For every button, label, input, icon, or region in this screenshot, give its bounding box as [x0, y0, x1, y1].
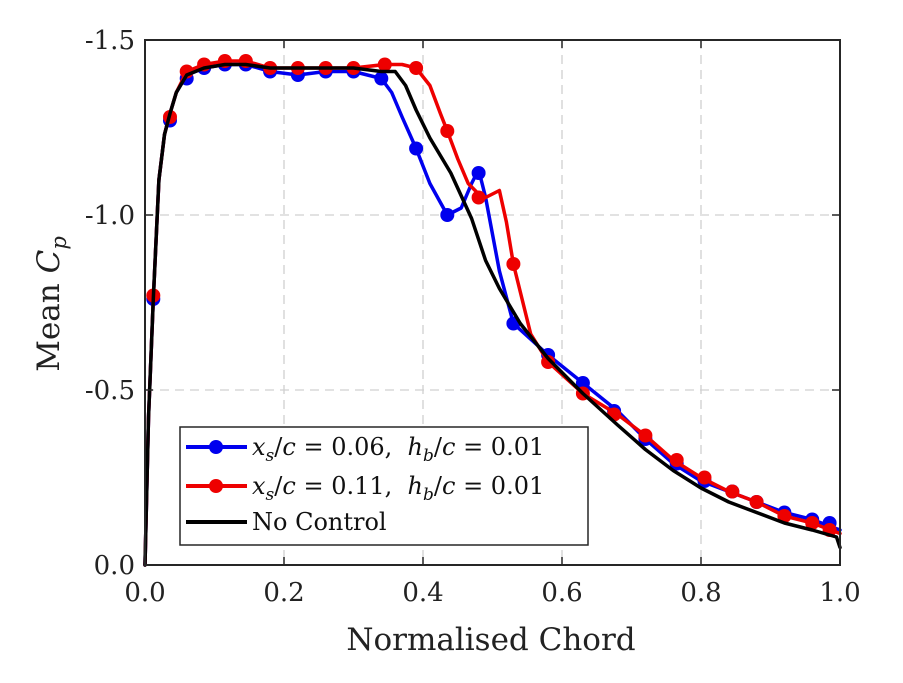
y-axis-label: Mean Cp — [31, 236, 71, 372]
x-tick-label: 1.0 — [819, 578, 860, 608]
x-tick-label: 0.4 — [402, 578, 443, 608]
legend: xs/c = 0.06, hb/c = 0.01 xs/c = 0.11, hb… — [179, 426, 589, 546]
data-point — [374, 71, 389, 86]
series-3 — [143, 62, 842, 567]
data-point — [506, 257, 521, 271]
data-point — [669, 453, 684, 467]
plot-frame — [144, 39, 841, 566]
y-tick-label: -1.5 — [85, 26, 135, 56]
y-tick-label: -1.0 — [85, 201, 135, 231]
x-tick-label: 0.0 — [124, 578, 165, 608]
y-tick-label: -0.5 — [85, 376, 135, 406]
data-point — [409, 141, 424, 156]
y-tick-label: 0.0 — [94, 551, 135, 581]
data-point — [805, 516, 820, 530]
data-point — [471, 166, 486, 180]
x-tick-label: 0.6 — [541, 578, 582, 608]
series-layer — [143, 54, 842, 567]
legend-label-series-1: xs/c = 0.06, hb/c = 0.01 — [252, 433, 544, 466]
data-point — [777, 509, 792, 523]
x-axis-label: Normalised Chord — [346, 622, 635, 658]
data-point — [749, 495, 764, 509]
y-tick-labels: 0.0 -0.5 -1.0 -1.5 — [85, 26, 135, 581]
data-point — [440, 124, 455, 138]
data-point — [377, 57, 392, 72]
x-tick-labels: 0.0 0.2 0.4 0.6 0.8 1.0 — [124, 578, 860, 608]
data-point — [697, 470, 712, 485]
data-point — [638, 428, 653, 443]
legend-label-series-3: No Control — [252, 508, 387, 536]
data-point — [471, 190, 486, 205]
legend-marker-series-1 — [209, 440, 223, 454]
legend-label-series-2: xs/c = 0.11, hb/c = 0.01 — [252, 472, 544, 505]
series-line-3 — [143, 62, 842, 567]
x-tick-label: 0.8 — [680, 578, 721, 608]
legend-marker-series-2 — [209, 479, 223, 493]
data-point — [440, 208, 455, 222]
legend-box — [179, 426, 589, 546]
axis-ticks — [144, 39, 841, 566]
data-point — [725, 484, 740, 499]
data-point — [409, 61, 424, 75]
data-point — [575, 376, 590, 390]
data-point — [541, 355, 556, 369]
x-tick-label: 0.2 — [263, 578, 304, 608]
